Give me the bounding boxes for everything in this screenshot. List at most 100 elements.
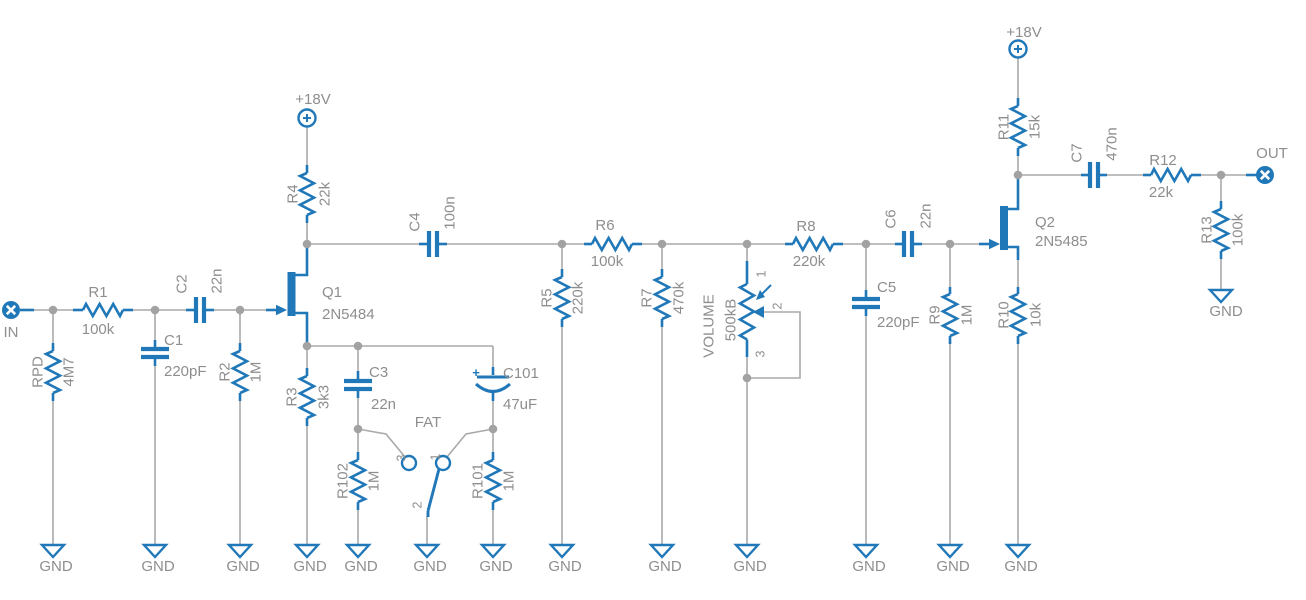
label-Q2-ref: Q2 bbox=[1035, 214, 1055, 231]
label-Q1-ref: Q1 bbox=[322, 284, 342, 301]
resistor-R4 bbox=[296, 165, 318, 223]
gnd-label: GND bbox=[648, 558, 682, 575]
label-C101-value: 47uF bbox=[503, 396, 537, 413]
label-R2-ref: R2 bbox=[216, 362, 233, 381]
label-C2-ref: C2 bbox=[173, 274, 190, 293]
resistor-R6 bbox=[584, 235, 642, 253]
capacitor-C3 bbox=[344, 371, 372, 398]
label-R1-value: 100k bbox=[82, 321, 115, 338]
label-C3-value: 22n bbox=[371, 396, 396, 413]
label-R13-ref: R13 bbox=[1198, 216, 1215, 244]
label-R10-ref: R10 bbox=[995, 301, 1012, 329]
wires bbox=[32, 58, 1247, 545]
power-v1-icon bbox=[297, 108, 317, 128]
label-R3-ref: R3 bbox=[283, 387, 300, 406]
label-C6-value: 22n bbox=[917, 203, 934, 228]
label-RPD-ref: RPD bbox=[29, 356, 46, 388]
capacitor-C1 bbox=[141, 340, 169, 366]
input-label: IN bbox=[4, 324, 19, 341]
label-R5-ref: R5 bbox=[538, 288, 555, 307]
power-v1-label: +18V bbox=[295, 91, 330, 108]
label-C5-value: 220pF bbox=[877, 314, 920, 331]
label-R6-value: 100k bbox=[591, 253, 624, 270]
resistor-R10 bbox=[1007, 287, 1029, 344]
label-R11-ref: R11 bbox=[995, 114, 1012, 140]
label-R6-ref: R6 bbox=[595, 217, 614, 234]
capacitor-C5 bbox=[852, 290, 880, 316]
resistor-R11 bbox=[1007, 98, 1029, 156]
label-switch-pin2: 2 bbox=[410, 501, 424, 508]
gnd-label: GND bbox=[344, 558, 378, 575]
ground-symbols bbox=[39, 288, 1235, 559]
label-volume-ref: VOLUME bbox=[700, 294, 717, 357]
gnd-label: GND bbox=[936, 558, 970, 575]
resistor-R9 bbox=[939, 287, 961, 344]
label-R8-value: 220k bbox=[793, 253, 826, 270]
label-R3-value: 3k3 bbox=[315, 385, 332, 409]
gnd-label: GND bbox=[39, 558, 73, 575]
label-R7-value: 470k bbox=[670, 281, 687, 314]
resistor-R5 bbox=[551, 269, 573, 327]
transistor-Q1 bbox=[266, 244, 309, 346]
junction-dots bbox=[48, 170, 1226, 434]
label-C7-value: 470n bbox=[1103, 127, 1120, 160]
gnd-label: GND bbox=[1004, 558, 1038, 575]
gnd-label: GND bbox=[141, 558, 175, 575]
label-R102-value: 1M bbox=[365, 471, 382, 492]
gnd-label: GND bbox=[548, 558, 582, 575]
label-switch-pin3: 3 bbox=[394, 454, 408, 461]
label-C7-ref: C7 bbox=[1068, 143, 1085, 162]
label-RPD-value: 4M7 bbox=[60, 357, 77, 386]
gnd-label: GND bbox=[479, 558, 513, 575]
gnd-label: GND bbox=[226, 558, 260, 575]
resistor-R1 bbox=[73, 301, 133, 319]
label-C6-ref: C6 bbox=[882, 209, 899, 228]
ground-labels: GND GND GND GND GND GND GND GND GND GND … bbox=[39, 303, 1243, 575]
label-volume-pin1: 1 bbox=[754, 270, 768, 277]
gnd-label: GND bbox=[413, 558, 447, 575]
capacitor-C7 bbox=[1081, 162, 1107, 188]
output-jack-icon bbox=[1246, 166, 1274, 184]
label-Q1-part: 2N5484 bbox=[322, 306, 375, 323]
label-R8-ref: R8 bbox=[796, 218, 815, 235]
label-C1-value: 220pF bbox=[164, 363, 207, 380]
resistor-R7 bbox=[651, 269, 673, 327]
label-R1-ref: R1 bbox=[88, 284, 107, 301]
label-R10-value: 10k bbox=[1027, 302, 1044, 327]
label-fat-switch: FAT bbox=[415, 414, 441, 431]
label-volume-value: 500kB bbox=[722, 299, 739, 342]
resistor-R101 bbox=[482, 452, 504, 510]
label-C4-value: 100n bbox=[441, 196, 458, 229]
capacitor-C2 bbox=[186, 297, 214, 323]
gnd-label: GND bbox=[852, 558, 886, 575]
gnd-label: GND bbox=[1209, 303, 1243, 320]
fat-switch bbox=[400, 454, 452, 517]
resistor-R102 bbox=[347, 452, 369, 510]
label-switch-pin1: 1 bbox=[428, 453, 442, 460]
label-C101-ref: C101 bbox=[503, 365, 539, 382]
label-C3-ref: C3 bbox=[369, 364, 388, 381]
label-R9-ref: R9 bbox=[926, 305, 943, 324]
label-R9-value: 1M bbox=[958, 305, 975, 326]
label-R13-value: 100k bbox=[1229, 213, 1246, 246]
label-R12-ref: R12 bbox=[1149, 152, 1177, 169]
resistor-R8 bbox=[785, 235, 843, 253]
resistor-RPD bbox=[42, 343, 64, 401]
resistor-R13 bbox=[1210, 201, 1232, 259]
label-R2-value: 1M bbox=[247, 362, 264, 383]
label-Q2-part: 2N5485 bbox=[1035, 233, 1088, 250]
output-label: OUT bbox=[1256, 145, 1288, 162]
label-C2-value: 22n bbox=[208, 268, 225, 293]
capacitor-C101 bbox=[474, 367, 512, 401]
label-R7-ref: R7 bbox=[638, 288, 655, 307]
input-jack-icon bbox=[2, 301, 34, 319]
power-v2-label: +18V bbox=[1006, 24, 1041, 41]
label-C5-ref: C5 bbox=[877, 279, 896, 296]
capacitor-C6 bbox=[895, 231, 922, 257]
volume-pot bbox=[737, 261, 772, 357]
label-R102-ref: R102 bbox=[334, 463, 351, 499]
label-R101-ref: R101 bbox=[469, 463, 486, 499]
resistor-R2 bbox=[229, 343, 251, 401]
